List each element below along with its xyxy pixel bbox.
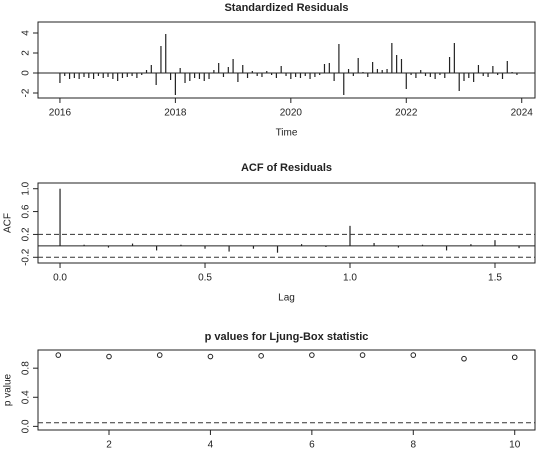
y-tick-label: 4: [21, 30, 32, 36]
y-axis-label: p value: [3, 373, 14, 406]
point: [207, 353, 214, 360]
x-tick-label: 2: [106, 440, 112, 451]
x-tick-label: 2020: [280, 108, 303, 119]
y-tick-label: 0.8: [21, 361, 32, 375]
point: [309, 352, 315, 358]
point: [410, 352, 417, 358]
plot-box: [37, 21, 536, 99]
plot-box: [37, 182, 536, 264]
y-tick-label: 0.2: [21, 227, 32, 241]
x-axis-label: Lag: [278, 293, 295, 304]
x-tick-label: 6: [309, 440, 315, 451]
y-tick-label: 0.0: [21, 419, 32, 433]
x-tick-label: 2024: [511, 108, 534, 119]
y-tick-label: -0.2: [21, 248, 32, 266]
panel-title: ACF of Residuals: [241, 162, 332, 174]
x-axis-label: Time: [276, 128, 298, 139]
x-tick-label: 8: [411, 440, 417, 451]
x-tick-label: 0.5: [198, 273, 212, 284]
x-tick-label: 4: [208, 440, 214, 451]
point: [55, 352, 62, 358]
y-tick-label: 1.0: [21, 181, 32, 195]
point: [461, 355, 467, 362]
point: [258, 353, 264, 359]
y-tick-label: 0.6: [21, 204, 32, 218]
panel-title: p values for Ljung-Box statistic: [205, 331, 369, 343]
y-tick-label: 0: [21, 70, 32, 76]
y-tick-label: 0.4: [21, 390, 32, 404]
point: [106, 353, 112, 360]
x-tick-label: 10: [509, 440, 521, 451]
x-tick-label: 2018: [164, 108, 187, 119]
y-tick-label: -2: [21, 88, 32, 97]
x-tick-label: 2022: [395, 108, 418, 119]
point: [359, 352, 366, 358]
x-tick-label: 1.0: [343, 273, 357, 284]
y-axis-label: ACF: [3, 213, 14, 233]
plot-box: [37, 349, 536, 431]
x-tick-label: 2016: [49, 108, 72, 119]
point: [156, 352, 163, 358]
x-tick-label: 1.5: [488, 273, 502, 284]
x-tick-label: 0.0: [53, 273, 67, 284]
point: [511, 354, 518, 361]
panel-title: Standardized Residuals: [224, 2, 348, 14]
y-tick-label: 2: [21, 50, 32, 56]
